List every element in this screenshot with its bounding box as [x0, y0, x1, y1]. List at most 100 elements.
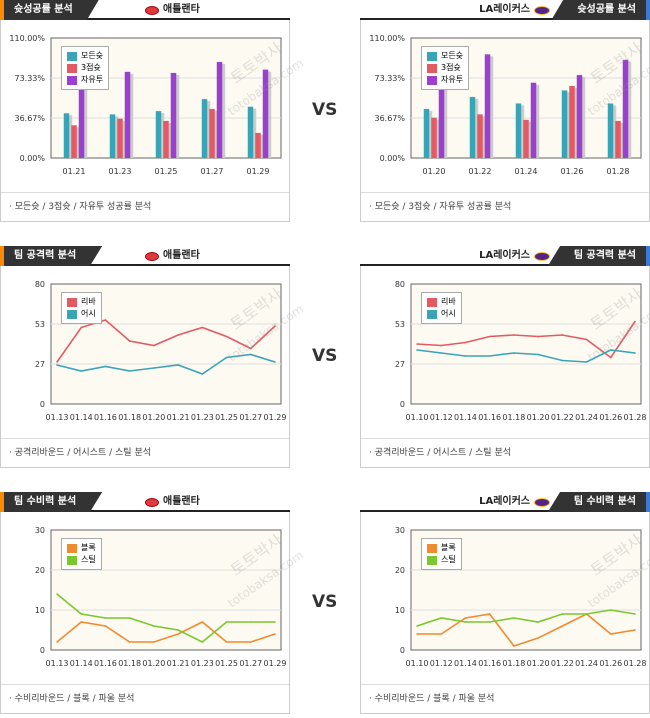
data-point	[585, 338, 588, 341]
data-point	[225, 641, 228, 643]
x-tick-label: 01.28	[624, 413, 647, 422]
data-point	[177, 629, 179, 631]
data-point	[416, 343, 418, 345]
data-point	[537, 637, 539, 639]
y-tick-label: 27	[395, 360, 405, 369]
x-tick-label: 01.18	[118, 413, 141, 422]
panel-footer: · 모든슛 / 3점슛 / 자유투 성공률 분석	[1, 192, 289, 221]
y-tick-label: 10	[35, 606, 45, 615]
panel-right-2: 팀 수비력 분석 LA레이커스 30 20 10 0 01.10 01.12 01.14 01.1…	[360, 492, 650, 714]
team-name: 애틀랜타	[145, 492, 200, 512]
y-tick-label: 53	[395, 320, 405, 329]
data-point	[416, 633, 418, 635]
x-tick-label: 01.14	[70, 413, 93, 422]
y-tick-label: 36.67%	[374, 114, 405, 123]
x-tick-label: 01.18	[118, 659, 141, 668]
x-tick-label: 01.26	[599, 659, 622, 668]
series-line-스틸	[56, 593, 275, 643]
data-point	[249, 353, 252, 356]
legend-item: 모든슛	[427, 50, 463, 62]
bar-자유투	[78, 74, 85, 158]
data-point	[80, 370, 83, 372]
data-point	[416, 625, 418, 627]
x-tick-label: 01.27	[239, 413, 262, 422]
bar-shadow	[441, 70, 448, 158]
data-point	[488, 335, 491, 338]
y-tick-label: 53	[35, 320, 45, 329]
x-tick-label: 01.25	[155, 167, 178, 176]
data-point	[464, 341, 467, 344]
chart-legend: 블록 스틸	[61, 538, 102, 570]
bar-모든슛	[561, 90, 568, 158]
x-tick-label: 01.20	[142, 659, 165, 668]
y-tick-label: 0.00%	[20, 154, 46, 163]
chart-area: 30 20 10 0 01.10 01.12 01.14 01.16 01.18 01.20 01.…	[361, 512, 650, 684]
data-point	[634, 352, 636, 354]
bar-shadow	[426, 110, 433, 158]
data-point	[440, 352, 443, 354]
data-point	[513, 617, 515, 619]
bar-모든슛	[423, 108, 430, 158]
bar-shadow	[572, 88, 578, 158]
data-point	[513, 352, 515, 354]
x-tick-label: 01.14	[70, 659, 93, 668]
series-line-어시	[416, 349, 636, 363]
data-point	[56, 361, 58, 363]
data-point	[56, 641, 58, 643]
x-tick-label: 01.28	[607, 167, 630, 176]
x-tick-label: 01.10	[406, 413, 429, 422]
data-point	[416, 349, 418, 351]
legend-swatch	[427, 543, 437, 553]
bar-shadow	[74, 127, 80, 158]
team-name: LA레이커스	[479, 246, 550, 266]
chart-legend: 리바 어시	[61, 292, 102, 324]
data-point	[153, 367, 155, 369]
series-line-블록	[56, 621, 276, 643]
data-point	[104, 625, 107, 627]
x-tick-label: 01.18	[502, 413, 525, 422]
data-point	[177, 633, 179, 635]
panel-header: 슛성공률 분석 애틀랜타	[0, 0, 290, 20]
x-tick-label: 01.16	[478, 413, 501, 422]
data-point	[609, 633, 612, 635]
section-tag: 슛성공률 분석	[0, 0, 99, 20]
panel-header: 팀 수비력 분석 LA레이커스	[360, 492, 650, 512]
panel-footer: · 모든슛 / 3점슛 / 자유투 성공률 분석	[361, 192, 649, 221]
data-point	[177, 334, 179, 336]
chart-area: 110.00% 73.33% 36.67% 0.00% 01.21 01.23 01.25 0…	[1, 20, 306, 192]
panel-header: 팀 공격력 분석 LA레이커스	[360, 246, 650, 266]
panel-left-2: 팀 수비력 분석 애틀랜타 30 20 10 0 01.13 01.14 01.16 01.18 0…	[0, 492, 306, 714]
panel-footer: · 공격리바운드 / 어시스트 / 스틸 분석	[361, 438, 649, 467]
legend-swatch	[67, 51, 77, 61]
bar-자유투	[484, 54, 491, 159]
data-point	[585, 361, 588, 363]
bar-shadow	[212, 110, 218, 158]
section-tag: 팀 공격력 분석	[0, 246, 103, 266]
data-point	[274, 633, 276, 635]
legend-swatch	[427, 63, 437, 73]
x-tick-label: 01.25	[215, 659, 238, 668]
legend-label: 리바	[81, 297, 96, 306]
bar-3점슛	[209, 108, 215, 158]
x-tick-label: 01.24	[515, 167, 538, 176]
data-point	[464, 355, 467, 357]
data-point	[440, 344, 443, 347]
bar-3점슛	[615, 120, 621, 158]
team-name: LA레이커스	[479, 492, 550, 512]
x-tick-label: 01.21	[167, 413, 190, 422]
bar-shadow	[250, 108, 257, 158]
data-point	[537, 353, 539, 356]
x-tick-label: 01.27	[239, 659, 262, 668]
data-point	[464, 621, 467, 623]
data-point	[104, 365, 107, 368]
bar-모든슛	[109, 114, 116, 158]
x-tick-label: 01.29	[247, 167, 270, 176]
data-point	[561, 334, 564, 336]
panel-left-1: 팀 공격력 분석 애틀랜타 80 53 27 0 01.13 01.14 01.16 01.18 0…	[0, 246, 306, 468]
data-point	[177, 364, 179, 366]
panel-footer: · 공격리바운드 / 어시스트 / 스틸 분석	[1, 438, 289, 467]
legend-item: 어시	[427, 308, 456, 320]
legend-swatch	[67, 75, 77, 85]
data-point	[80, 621, 83, 623]
